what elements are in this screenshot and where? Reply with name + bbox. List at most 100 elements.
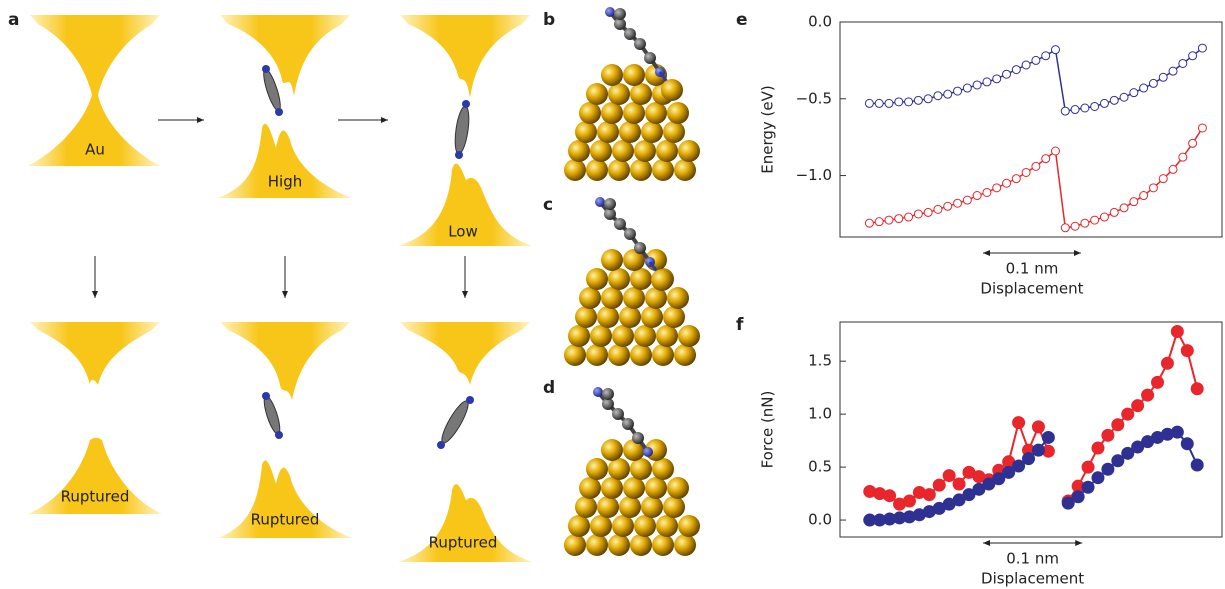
data-point [1092,472,1104,484]
data-point [914,96,922,104]
data-point [1140,192,1148,200]
data-point [1100,99,1108,107]
gold-atom [634,325,656,347]
junction-low [398,15,532,246]
atom [605,7,615,17]
data-point [1102,429,1114,441]
panel-label: a [8,10,19,30]
gold-atom [619,496,641,518]
ruptured-low [398,322,532,562]
atom [634,38,646,50]
gold-atom [579,287,601,309]
data-point [934,92,942,100]
data-point [875,218,883,226]
data-point [903,495,915,507]
data-point [1171,426,1183,438]
gold-atom [667,477,689,499]
gold-atom [612,515,634,537]
gold-atom [634,515,656,537]
atom [593,387,603,397]
data-point [993,184,1001,192]
data-point [875,99,883,107]
data-point [1032,444,1044,456]
gold-atom [678,325,700,347]
gold-atom [661,79,683,101]
gold-atom [590,325,612,347]
gold-atom [612,325,634,347]
gold-atom [586,458,608,480]
atom [644,52,656,64]
gold-atom [678,515,700,537]
atom [624,228,636,240]
gold-atom [630,344,652,366]
y-tick-label: 0.0 [808,13,832,31]
panel-label: b [543,10,555,30]
data-point [1013,460,1025,472]
gold-atom [619,121,641,143]
data-point [973,81,981,89]
gold-atom [667,102,689,124]
data-point [943,470,955,482]
data-point [885,99,893,107]
atom [632,432,644,444]
data-point [1179,59,1187,67]
data-point [1149,79,1157,87]
data-point [1051,147,1059,155]
gold-atom [656,515,678,537]
data-point [1110,208,1118,216]
gold-atom [652,534,674,556]
data-point [1100,213,1108,221]
gold-atom [575,121,597,143]
data-point [1171,326,1183,338]
gold-atom [601,477,623,499]
y-tick-label: 0.0 [808,511,832,529]
data-point [1179,153,1187,161]
ruptured-high [218,322,352,538]
data-point [944,90,952,98]
data-point [1051,46,1059,54]
gold-atom [590,140,612,162]
gold-atom [645,477,667,499]
gold-atom [564,344,586,366]
data-point [1082,481,1094,493]
charts: 0.0−0.5−1.0Energy (eV)0.1 nmDisplacement… [759,13,1223,588]
data-point [1120,93,1128,101]
data-point [1140,84,1148,92]
plot-frame [840,22,1222,237]
gold-atom [568,140,590,162]
data-point [1161,357,1173,369]
series-line [870,332,1197,505]
gold-atom [586,268,608,290]
data-point [1092,442,1104,454]
data-point [865,99,873,107]
panel-label: c [543,195,553,215]
data-point [1110,96,1118,104]
x-axis-label: Displacement [980,280,1083,298]
x-axis-label: Displacement [981,570,1084,588]
data-point [954,87,962,95]
atom [614,218,626,230]
gold-atom [579,102,601,124]
data-point [1159,175,1167,183]
data-point [1130,89,1138,97]
gold-atom [564,534,586,556]
data-point [884,490,896,502]
gold-atom [641,496,663,518]
gold-atom [652,458,674,480]
data-point [1072,491,1084,503]
data-point [1112,455,1124,467]
state-label: Ruptured [61,488,130,506]
state-label: Au [85,141,105,159]
gold-atom [663,306,685,328]
gold-atom [623,287,645,309]
data-point [963,84,971,92]
gold-atom [568,325,590,347]
atom [604,198,616,210]
panel-label: e [736,10,748,30]
gold-atom [590,515,612,537]
gold-atom [630,458,652,480]
data-point [1032,162,1040,170]
y-tick-label: −0.5 [796,89,832,107]
junction-high [218,15,352,198]
gold-atom [575,306,597,328]
